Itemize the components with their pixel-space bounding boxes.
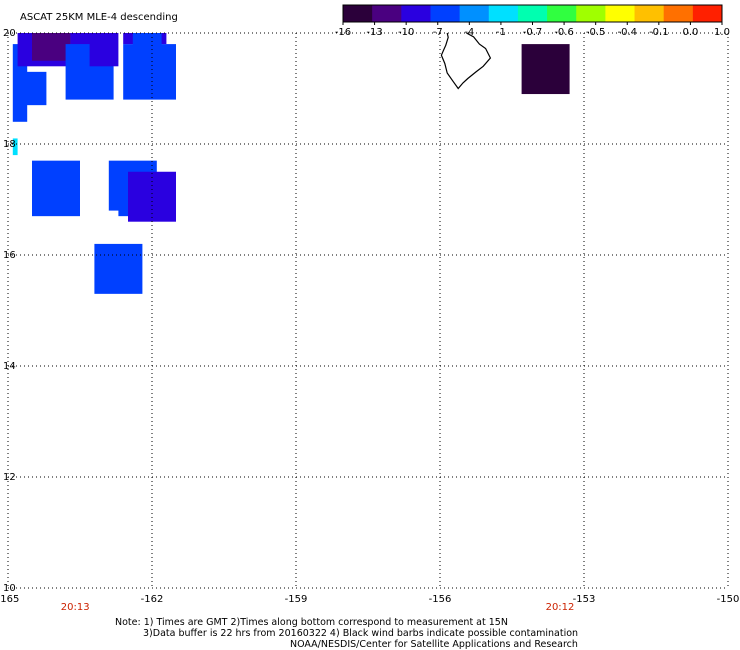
data-cell — [94, 243, 143, 294]
time-label: 20:13 — [61, 602, 90, 613]
note-line-2: 3)Data buffer is 22 hrs from 20160322 4)… — [143, 628, 579, 639]
data-cells — [12, 33, 570, 294]
data-cell — [132, 33, 162, 50]
map-title: ASCAT 25KM MLE-4 descending — [20, 12, 178, 23]
axis-labels: -165 -162 -159 -156 -153 -150 20 18 16 14 12 10 — [0, 28, 739, 605]
data-cell — [12, 138, 18, 156]
lon-label: -159 — [285, 594, 308, 605]
colorbar-swatch — [459, 5, 490, 22]
colorbar-swatch — [634, 5, 665, 22]
data-cell — [17, 71, 47, 106]
colorbar-label: -0.4 — [617, 27, 637, 38]
colorbar-swatch — [488, 5, 519, 22]
lat-label: 16 — [3, 250, 16, 261]
data-cell — [123, 44, 176, 100]
lon-label: -150 — [717, 594, 740, 605]
colorbar-label: -0.5 — [586, 27, 606, 38]
colorbar-swatch — [576, 5, 606, 22]
colorbar-label: -13 — [366, 27, 382, 38]
data-cell — [128, 171, 176, 222]
lon-label: -156 — [429, 594, 452, 605]
colorbar-swatch — [372, 5, 402, 22]
colorbar-label: 0.0 — [682, 27, 698, 38]
lon-label: -162 — [141, 594, 164, 605]
colorbar-swatch — [547, 5, 577, 22]
note-line-1: Note: 1) Times are GMT 2)Times along bot… — [115, 617, 508, 628]
data-cell — [32, 33, 71, 61]
note-line-3: NOAA/NESDIS/Center for Satellite Applica… — [290, 639, 578, 650]
lat-label: 18 — [3, 139, 16, 150]
grid-lines — [7, 32, 729, 589]
colorbar-swatch — [663, 5, 694, 22]
lat-label: 12 — [3, 472, 16, 483]
lat-label: 20 — [3, 28, 16, 39]
hawaii-coastline — [440, 32, 492, 90]
time-label: 20:12 — [546, 602, 575, 613]
lon-label: -153 — [573, 594, 596, 605]
data-cell — [521, 44, 570, 95]
colorbar-label: 1.0 — [714, 27, 730, 38]
colorbar-label: -10 — [398, 27, 414, 38]
colorbar-swatch — [517, 5, 548, 22]
colorbar-swatch — [605, 5, 636, 22]
data-cell — [89, 33, 119, 67]
colorbar-swatch — [343, 5, 373, 22]
colorbar-label: -16 — [335, 27, 351, 38]
colorbar: -16 -13 -10 -7 -4 -1 -0.7 -0.6 -0.5 -0.4 -0.1 0.0 1.… — [335, 4, 730, 38]
lat-label: 10 — [3, 583, 16, 594]
colorbar-swatch — [692, 5, 723, 22]
colorbar-swatch — [430, 5, 461, 22]
colorbar-label: -4 — [464, 27, 474, 38]
lon-label: -165 — [0, 594, 19, 605]
time-labels: 20:13 20:12 — [61, 602, 575, 613]
colorbar-label: -7 — [433, 27, 443, 38]
data-cell — [32, 160, 80, 217]
colorbar-label: -0.1 — [649, 27, 669, 38]
lat-label: 14 — [3, 361, 16, 372]
coastline — [440, 32, 492, 90]
colorbar-swatch — [401, 5, 431, 22]
